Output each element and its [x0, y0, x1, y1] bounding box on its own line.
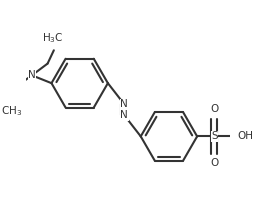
Text: N: N — [120, 99, 128, 109]
Text: S: S — [210, 131, 217, 141]
Text: N: N — [120, 110, 128, 120]
Text: H$_3$C: H$_3$C — [42, 31, 64, 45]
Text: O: O — [209, 104, 218, 114]
Text: CH$_3$: CH$_3$ — [1, 104, 22, 118]
Text: OH: OH — [237, 131, 253, 141]
Text: N: N — [28, 70, 36, 80]
Text: O: O — [209, 158, 218, 168]
